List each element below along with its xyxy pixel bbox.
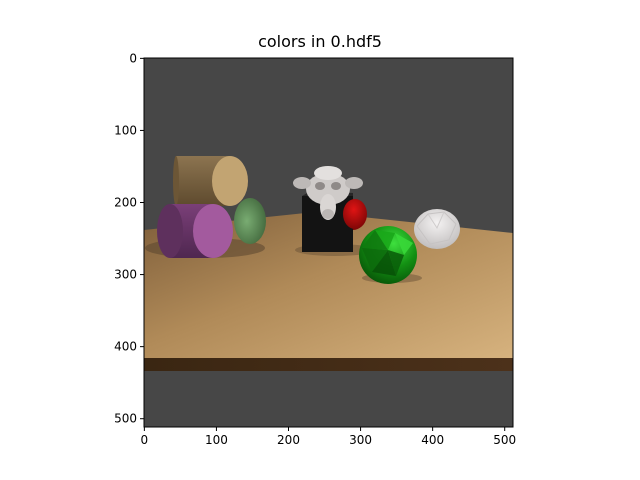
axes-frame bbox=[143, 57, 514, 428]
y-tick-label: 200 bbox=[114, 196, 137, 210]
y-tick-label: 400 bbox=[114, 340, 137, 354]
y-tick-label: 500 bbox=[114, 412, 137, 426]
monkey-head bbox=[293, 166, 363, 220]
white-icosphere bbox=[414, 209, 460, 249]
y-tick-label: 100 bbox=[114, 123, 137, 137]
table-edge bbox=[144, 358, 513, 371]
x-tick-label: 400 bbox=[421, 433, 444, 447]
x-tick-label: 200 bbox=[277, 433, 300, 447]
x-tick-label: 100 bbox=[205, 433, 228, 447]
green-cylinder bbox=[234, 198, 266, 244]
rendered-image bbox=[144, 58, 513, 427]
green-icosphere bbox=[359, 226, 417, 284]
y-axis: 0 100 200 300 400 500 bbox=[114, 51, 144, 426]
y-tick-label: 0 bbox=[129, 51, 137, 65]
y-tick-label: 300 bbox=[114, 268, 137, 282]
x-axis: 0 100 200 300 400 500 bbox=[141, 427, 516, 447]
x-tick-label: 300 bbox=[349, 433, 372, 447]
x-tick-label: 500 bbox=[493, 433, 516, 447]
purple-cylinder bbox=[157, 204, 233, 258]
tan-cylinder bbox=[173, 156, 248, 206]
x-tick-label: 0 bbox=[141, 433, 149, 447]
plot-title: colors in 0.hdf5 bbox=[258, 32, 382, 51]
red-sphere bbox=[343, 199, 367, 230]
